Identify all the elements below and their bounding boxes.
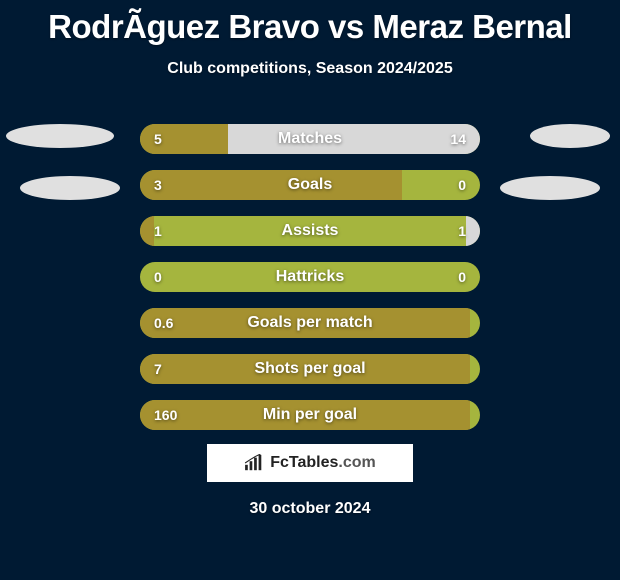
stat-label: Assists [140,216,480,246]
stat-label: Shots per goal [140,354,480,384]
brand-name: FcTables [270,454,338,471]
stat-label: Goals [140,170,480,200]
date-text: 30 october 2024 [0,500,620,518]
stat-label: Goals per match [140,308,480,338]
stat-bars: 5Matches143Goals01Assists10Hattricks00.6… [140,124,480,446]
brand-suffix: .com [338,454,375,471]
chart-bars-icon [244,454,266,472]
player-right-photo-placeholder-2 [500,176,600,200]
stat-label: Min per goal [140,400,480,430]
player-right-photo-placeholder-1 [530,124,610,148]
page-title: RodrÃ­guez Bravo vs Meraz Bernal [0,0,620,46]
stat-row: 7Shots per goal [140,354,480,384]
stat-row: 0Hattricks0 [140,262,480,292]
subtitle: Club competitions, Season 2024/2025 [0,60,620,78]
stat-value-right: 0 [458,170,466,200]
stat-label: Hattricks [140,262,480,292]
player-left-photo-placeholder-1 [6,124,114,148]
stat-value-right: 14 [450,124,466,154]
stat-row: 5Matches14 [140,124,480,154]
brand-box[interactable]: FcTables.com [207,444,413,482]
stat-row: 3Goals0 [140,170,480,200]
stat-row: 160Min per goal [140,400,480,430]
brand-text: FcTables.com [270,454,376,472]
stat-row: 0.6Goals per match [140,308,480,338]
stat-value-right: 1 [458,216,466,246]
stat-label: Matches [140,124,480,154]
player-left-photo-placeholder-2 [20,176,120,200]
stat-value-right: 0 [458,262,466,292]
stat-row: 1Assists1 [140,216,480,246]
